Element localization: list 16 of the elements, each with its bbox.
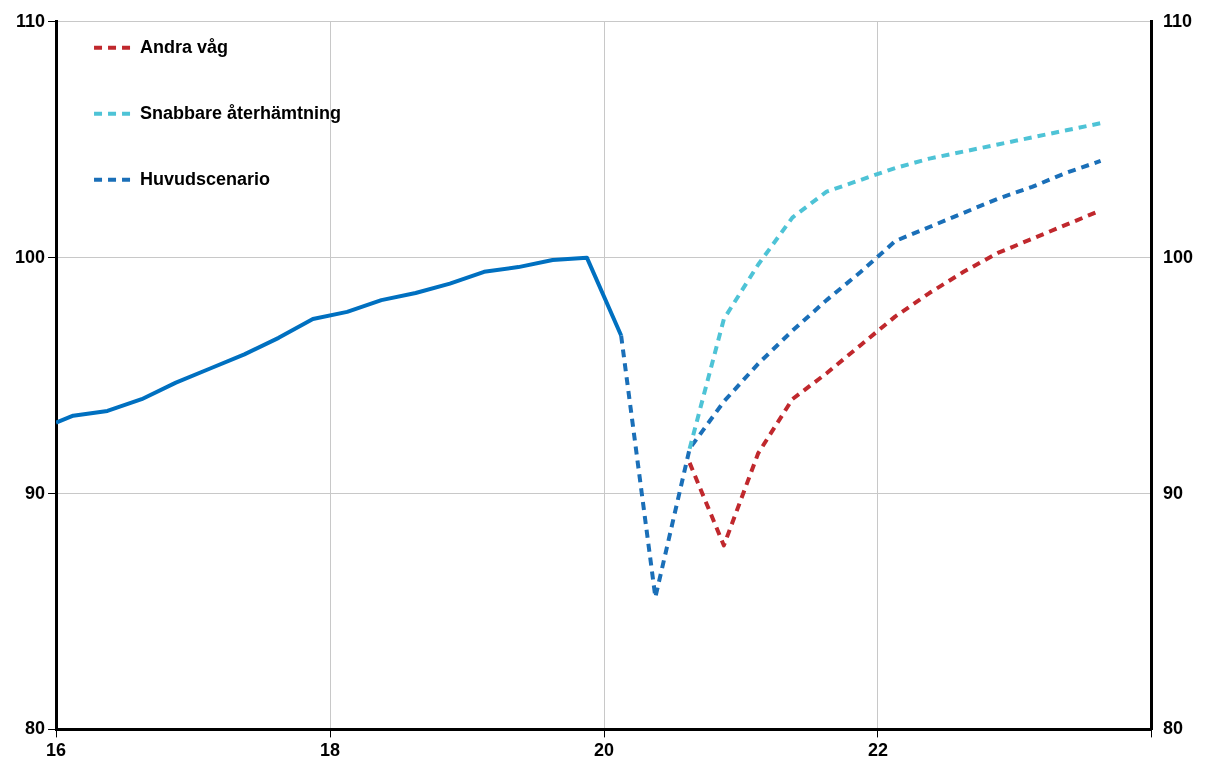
line-series [687, 121, 1103, 451]
y2-tick-label: 80 [1162, 718, 1183, 739]
y-tick-label: 80 [25, 718, 46, 739]
y2-tick-label: 90 [1162, 482, 1183, 503]
x-tick-label: 16 [46, 740, 67, 761]
y2-tick-label: 110 [1162, 10, 1193, 31]
y-tick-label: 110 [15, 10, 46, 31]
x-tick-label: 18 [320, 740, 341, 761]
legend-label: Snabbare återhämtning [140, 102, 342, 123]
y-tick-label: 100 [14, 246, 46, 267]
legend-label: Andra våg [140, 36, 229, 57]
x-tick-label: 22 [867, 740, 888, 761]
y-tick-label: 90 [25, 482, 46, 503]
x-tick-label: 20 [593, 740, 615, 761]
legend-label: Huvudscenario [140, 168, 271, 189]
y2-tick-label: 100 [1162, 246, 1194, 267]
